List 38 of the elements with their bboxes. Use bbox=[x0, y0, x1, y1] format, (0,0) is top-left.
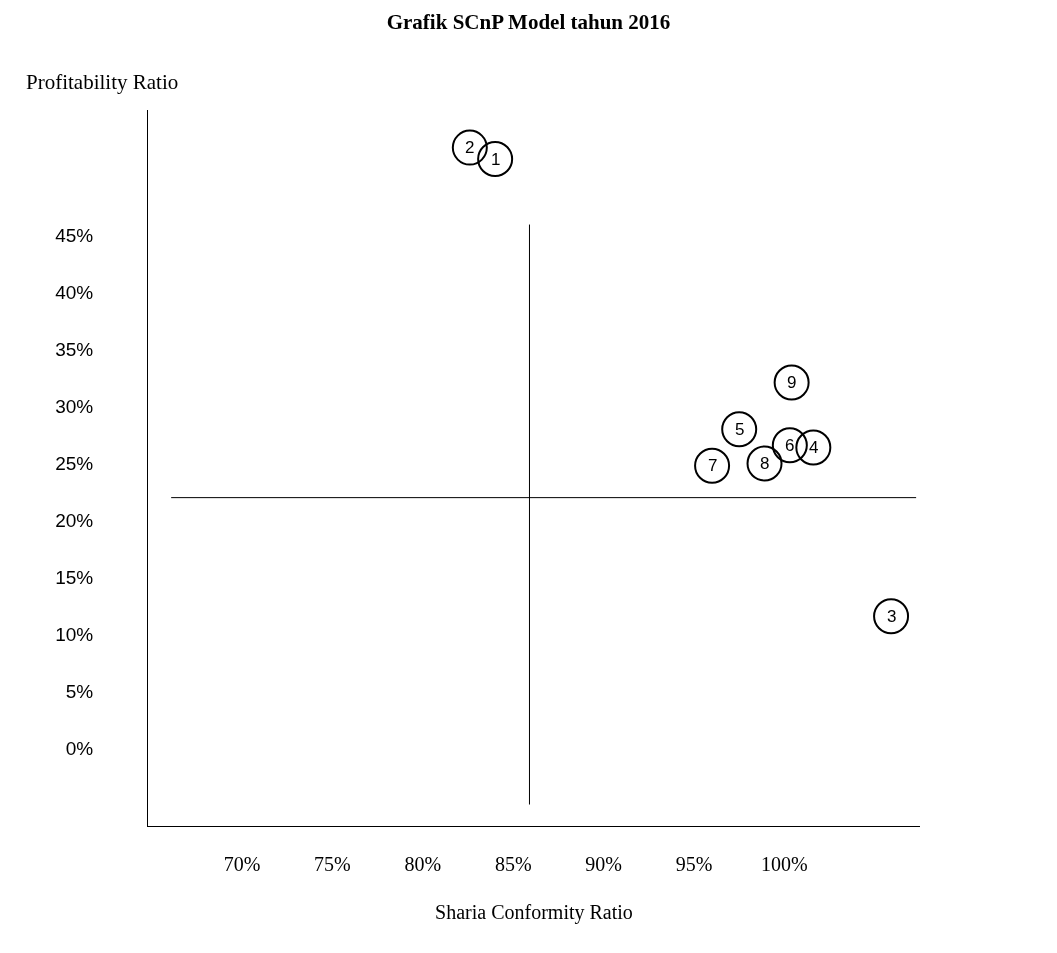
x-tick-label: 75% bbox=[314, 853, 351, 875]
y-tick-label: 20% bbox=[55, 510, 94, 532]
y-tick-label: 0% bbox=[65, 738, 94, 760]
x-tick-label: 95% bbox=[675, 853, 713, 875]
chart-title: Grafik SCnP Model tahun 2016 bbox=[386, 9, 671, 34]
y-tick-label: 30% bbox=[55, 396, 94, 418]
y-tick-label: 40% bbox=[55, 282, 94, 304]
point bbox=[771, 427, 808, 464]
annotation: 7 bbox=[708, 456, 718, 475]
point bbox=[746, 445, 783, 482]
annotation: 2 bbox=[465, 138, 475, 157]
point bbox=[795, 429, 832, 466]
x-axis-title: Sharia Conformity Ratio bbox=[435, 900, 633, 924]
point bbox=[451, 129, 488, 166]
y-tick-label: 45% bbox=[55, 225, 94, 247]
point bbox=[477, 141, 514, 178]
point bbox=[694, 447, 731, 484]
x-tick-label: 85% bbox=[494, 853, 532, 875]
y-tick-label: 15% bbox=[55, 567, 94, 589]
point bbox=[773, 364, 810, 401]
y-axis-title: Profitability Ratio bbox=[26, 70, 179, 94]
x-tick-label: 100% bbox=[761, 853, 808, 875]
y-tick-label: 5% bbox=[65, 681, 94, 703]
annotation: 3 bbox=[887, 607, 897, 626]
annotation: 9 bbox=[787, 373, 797, 392]
annotation: 4 bbox=[809, 438, 819, 457]
x-tick-label: 80% bbox=[404, 853, 442, 875]
annotation: 5 bbox=[735, 420, 745, 439]
point bbox=[721, 411, 758, 448]
annotation: 8 bbox=[760, 454, 770, 473]
y-tick-label: 25% bbox=[55, 453, 94, 475]
point bbox=[873, 598, 910, 635]
y-tick-label: 35% bbox=[55, 339, 94, 361]
x-tick-label: 70% bbox=[223, 853, 261, 875]
annotation: 1 bbox=[491, 150, 501, 169]
x-tick-label: 90% bbox=[585, 853, 622, 875]
y-tick-label: 10% bbox=[55, 624, 94, 646]
annotation: 6 bbox=[785, 436, 795, 455]
